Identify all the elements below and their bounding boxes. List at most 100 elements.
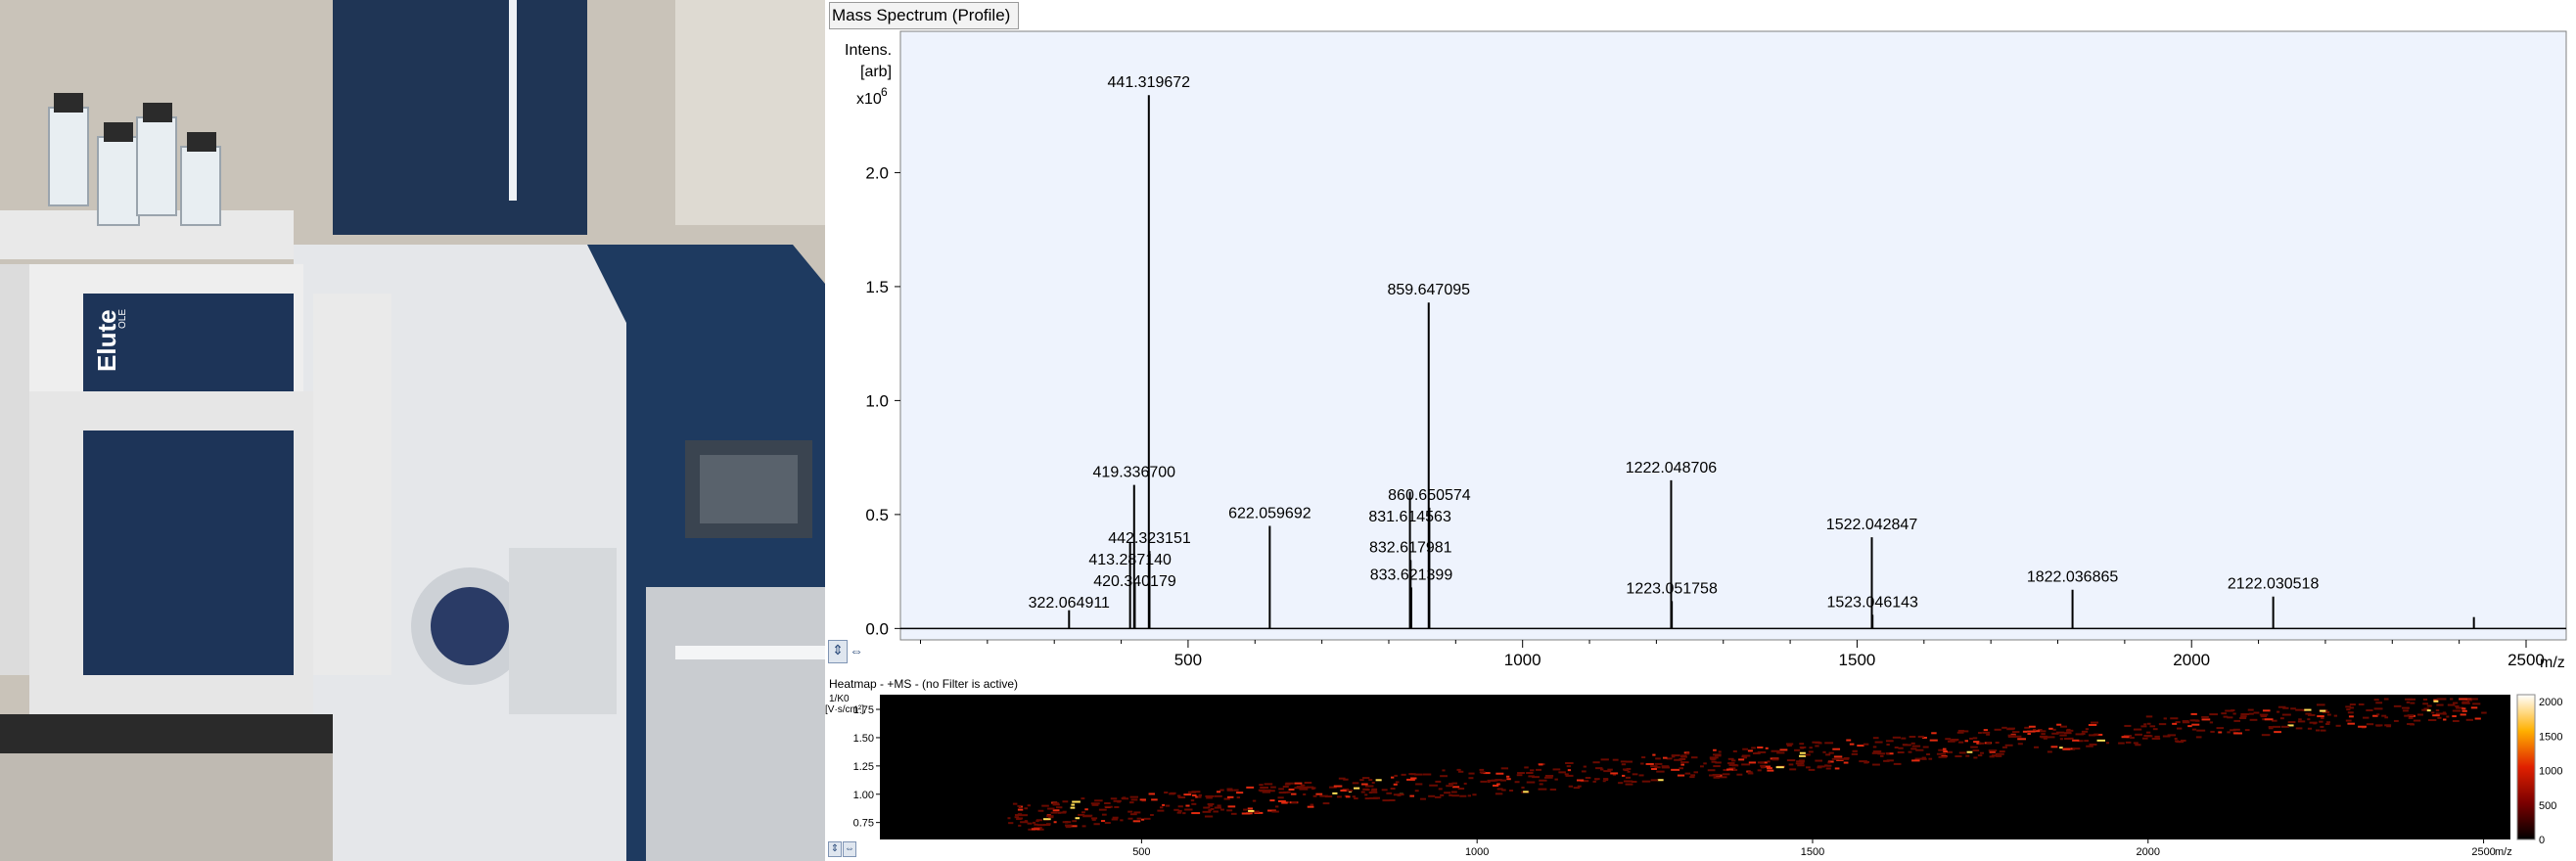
heatmap-cell (1728, 767, 1736, 770)
heatmap-cell (2345, 705, 2352, 708)
heatmap-cell (2195, 736, 2202, 739)
heatmap-cell (2423, 707, 2429, 710)
heatmap-pan-icon[interactable]: ⇔ (843, 841, 856, 857)
heatmap-cell (1422, 773, 1432, 776)
heatmap-cell (2035, 730, 2041, 733)
heatmap-cell (1958, 751, 1966, 754)
heatmap-cell (1127, 810, 1133, 813)
heatmap-cell (1707, 769, 1716, 772)
heatmap-cell (2032, 728, 2037, 731)
heatmap-cell (1333, 785, 1343, 788)
heatmap-cell (1254, 811, 1264, 814)
heatmap-cell (1632, 773, 1638, 776)
heatmap-cell (1624, 769, 1629, 772)
colorbar-tick-label: 1000 (2539, 766, 2562, 778)
heatmap-cell (1824, 764, 1828, 767)
heatmap-cell (1825, 767, 1831, 770)
heatmap-cell (1315, 793, 1323, 795)
heatmap-cell (1771, 749, 1780, 752)
heatmap-cell (1880, 754, 1884, 757)
heatmap-cell (1886, 752, 1894, 755)
heatmap-y-tick-label: 1.75 (853, 704, 874, 716)
heatmap-cell (1568, 785, 1574, 788)
heatmap-cell (1901, 737, 1907, 740)
heatmap-cell (2268, 726, 2273, 729)
zoom-stepper-icon[interactable]: ⇕ (828, 640, 848, 663)
heatmap-cell (1595, 767, 1603, 770)
heatmap-cell (2277, 705, 2286, 708)
heatmap-cell (1703, 762, 1707, 765)
heatmap-cell (1382, 799, 1391, 802)
heatmap-cell (2221, 712, 2228, 715)
heatmap-cell (1674, 758, 1682, 761)
heatmap-cell (1343, 778, 1349, 781)
pan-arrows-icon[interactable]: ⇔ (850, 643, 863, 658)
heatmap-cell (1449, 793, 1452, 796)
heatmap-cell (1183, 793, 1192, 796)
heatmap-cell (1227, 805, 1236, 808)
y-tick-label: 2.0 (865, 163, 889, 182)
heatmap-cell (1883, 759, 1890, 762)
heatmap-cell (2297, 720, 2306, 723)
heatmap-cell (1081, 797, 1085, 800)
heatmap-cell (2105, 742, 2110, 745)
peak-label: 413.287140 (1088, 552, 1172, 568)
heatmap-cell (1986, 742, 1992, 745)
heatmap-cell (1062, 800, 1069, 803)
heatmap-cell (1776, 751, 1785, 754)
heatmap-cell (1140, 818, 1145, 821)
heatmap-cell (1872, 750, 1882, 753)
heatmap-cell (1999, 750, 2005, 753)
y-tick-label: 1.5 (865, 278, 889, 296)
peak-label: 441.319672 (1108, 74, 1191, 91)
heatmap-cell (1129, 795, 1138, 798)
heatmap-cell (1719, 776, 1727, 779)
heatmap-cell (2253, 711, 2260, 714)
heatmap-cell (1631, 781, 1637, 784)
heatmap-cell (2007, 735, 2016, 738)
heatmap-cell (2320, 729, 2326, 732)
heatmap-cell (1064, 824, 1073, 827)
heatmap-cell (2146, 722, 2151, 725)
heatmap-cell (2077, 740, 2084, 743)
heatmap-cell (2373, 699, 2379, 702)
heatmap-cell (1799, 762, 1805, 765)
heatmap-cell (1017, 804, 1022, 807)
heatmap-cell (2373, 707, 2383, 710)
heatmap-cell (1045, 823, 1051, 826)
peak-label: 859.647095 (1387, 282, 1470, 298)
heatmap-stepper-icon[interactable]: ⇕ (828, 841, 842, 857)
heatmap-cell (1699, 765, 1704, 768)
heatmap-cell (1262, 791, 1271, 793)
heatmap-y-tick-label: 1.00 (853, 790, 874, 801)
heatmap-cell (1921, 756, 1926, 759)
heatmap-cell (1429, 784, 1438, 787)
heatmap-cell (2427, 719, 2437, 722)
heatmap-cell (2145, 715, 2153, 718)
heatmap-cell (1187, 791, 1197, 793)
heatmap-cell (1680, 755, 1687, 758)
heatmap-cell (1047, 807, 1055, 810)
heatmap-cell (1136, 817, 1142, 820)
heatmap-cell (1157, 809, 1165, 812)
heatmap-cell (1709, 774, 1717, 777)
heatmap-cell (1727, 757, 1734, 760)
heatmap-cell (1748, 761, 1757, 764)
heatmap-cell (2028, 725, 2036, 728)
heatmap-cell (1523, 791, 1529, 793)
heatmap-cell (2405, 698, 2413, 701)
heatmap-cell (2274, 731, 2282, 734)
heatmap-cell (1081, 811, 1085, 814)
heatmap-cell (1815, 742, 1821, 745)
heatmap-x-tick-label: 1500 (1801, 846, 1824, 858)
heatmap-cell (1741, 763, 1751, 766)
heatmap-cell (1307, 805, 1314, 808)
heatmap-cell (2130, 737, 2135, 740)
heatmap-cell (2055, 731, 2065, 734)
heatmap-cell (2059, 734, 2067, 737)
heatmap-cell (1310, 803, 1314, 806)
heatmap-cell (2416, 713, 2423, 716)
heatmap-cell (2442, 712, 2447, 715)
heatmap-cell (2461, 707, 2466, 710)
heatmap-cell (1709, 757, 1714, 760)
